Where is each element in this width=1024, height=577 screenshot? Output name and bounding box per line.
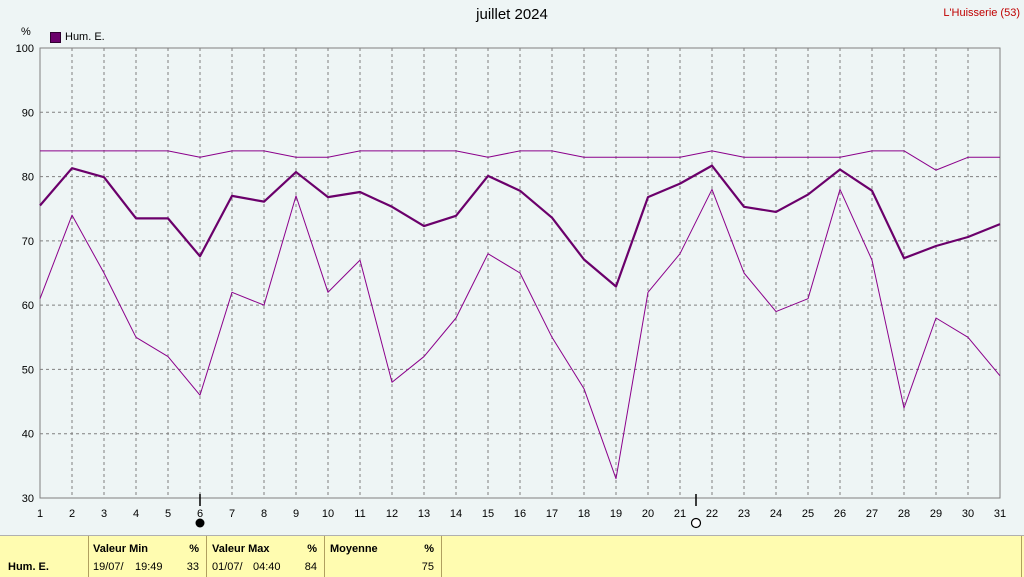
x-tick-label: 29 bbox=[930, 508, 942, 520]
x-tick-label: 28 bbox=[898, 508, 910, 520]
y-tick-label: 90 bbox=[22, 107, 34, 119]
series-min-line bbox=[39, 188, 1001, 480]
avg-header: Moyenne bbox=[330, 543, 378, 555]
min-time: 19:49 bbox=[135, 561, 163, 573]
min-value: 33 bbox=[186, 561, 199, 573]
x-tick-label: 26 bbox=[834, 508, 846, 520]
y-tick-label: 60 bbox=[22, 300, 34, 312]
x-tick-label: 1 bbox=[37, 508, 43, 520]
legend-swatch bbox=[50, 31, 61, 43]
max-cell: Valeur Max % 01/07/ 04:40 84 bbox=[207, 536, 324, 577]
series-max-line bbox=[40, 150, 1000, 171]
new-moon-icon bbox=[690, 517, 702, 529]
x-tick-label: 15 bbox=[482, 508, 494, 520]
y-axis-unit: % bbox=[21, 26, 31, 38]
x-tick-label: 24 bbox=[770, 508, 782, 520]
x-tick-label: 18 bbox=[578, 508, 590, 520]
min-unit: % bbox=[189, 543, 199, 555]
y-tick-label: 80 bbox=[22, 172, 34, 184]
x-tick-label: 16 bbox=[514, 508, 526, 520]
x-tick-label: 5 bbox=[165, 508, 171, 520]
min-date: 19/07/ bbox=[93, 561, 124, 573]
max-unit: % bbox=[307, 543, 317, 555]
y-tick-label: 40 bbox=[22, 429, 34, 441]
max-time: 04:40 bbox=[253, 561, 281, 573]
y-tick-label: 100 bbox=[16, 43, 34, 55]
x-tick-label: 31 bbox=[994, 508, 1006, 520]
x-tick-label: 14 bbox=[450, 508, 462, 520]
avg-value: 75 bbox=[421, 561, 434, 573]
x-tick-label: 17 bbox=[546, 508, 558, 520]
chart-title: juillet 2024 bbox=[476, 6, 548, 23]
y-tick-label: 50 bbox=[22, 364, 34, 376]
max-header: Valeur Max bbox=[212, 543, 270, 555]
x-tick-label: 22 bbox=[706, 508, 718, 520]
avg-cell: Moyenne % 75 bbox=[325, 536, 441, 577]
x-tick-label: 4 bbox=[133, 508, 139, 520]
location-label: L'Huisserie (53) bbox=[943, 7, 1020, 19]
summary-table: Hum. E. Valeur Min % 19/07/ 19:49 33 Val… bbox=[0, 535, 1024, 577]
full-moon-icon bbox=[195, 518, 205, 528]
x-tick-label: 13 bbox=[418, 508, 430, 520]
min-header: Valeur Min bbox=[93, 543, 149, 555]
x-tick-label: 8 bbox=[261, 508, 267, 520]
max-date: 01/07/ bbox=[212, 561, 243, 573]
x-tick-label: 3 bbox=[101, 508, 107, 520]
x-tick-label: 25 bbox=[802, 508, 814, 520]
series-mean-line bbox=[39, 164, 1001, 288]
summary-row-label-cell: Hum. E. bbox=[0, 536, 88, 577]
avg-unit: % bbox=[424, 543, 434, 555]
legend: Hum. E. bbox=[50, 31, 105, 43]
x-tick-label: 27 bbox=[866, 508, 878, 520]
x-tick-label: 10 bbox=[322, 508, 334, 520]
x-tick-label: 2 bbox=[69, 508, 75, 520]
min-cell: Valeur Min % 19/07/ 19:49 33 bbox=[89, 536, 206, 577]
x-tick-label: 9 bbox=[293, 508, 299, 520]
x-tick-label: 30 bbox=[962, 508, 974, 520]
x-tick-label: 23 bbox=[738, 508, 750, 520]
y-tick-label: 70 bbox=[22, 236, 34, 248]
x-tick-label: 19 bbox=[610, 508, 622, 520]
legend-label: Hum. E. bbox=[65, 31, 105, 43]
x-tick-label: 21 bbox=[674, 508, 686, 520]
x-tick-label: 11 bbox=[354, 508, 365, 520]
x-tick-label: 12 bbox=[386, 508, 398, 520]
summary-row-label: Hum. E. bbox=[8, 561, 49, 573]
x-tick-label: 6 bbox=[197, 508, 203, 520]
x-tick-label: 20 bbox=[642, 508, 654, 520]
x-tick-label: 7 bbox=[229, 508, 235, 520]
max-value: 84 bbox=[304, 561, 317, 573]
y-tick-label: 30 bbox=[22, 493, 34, 505]
